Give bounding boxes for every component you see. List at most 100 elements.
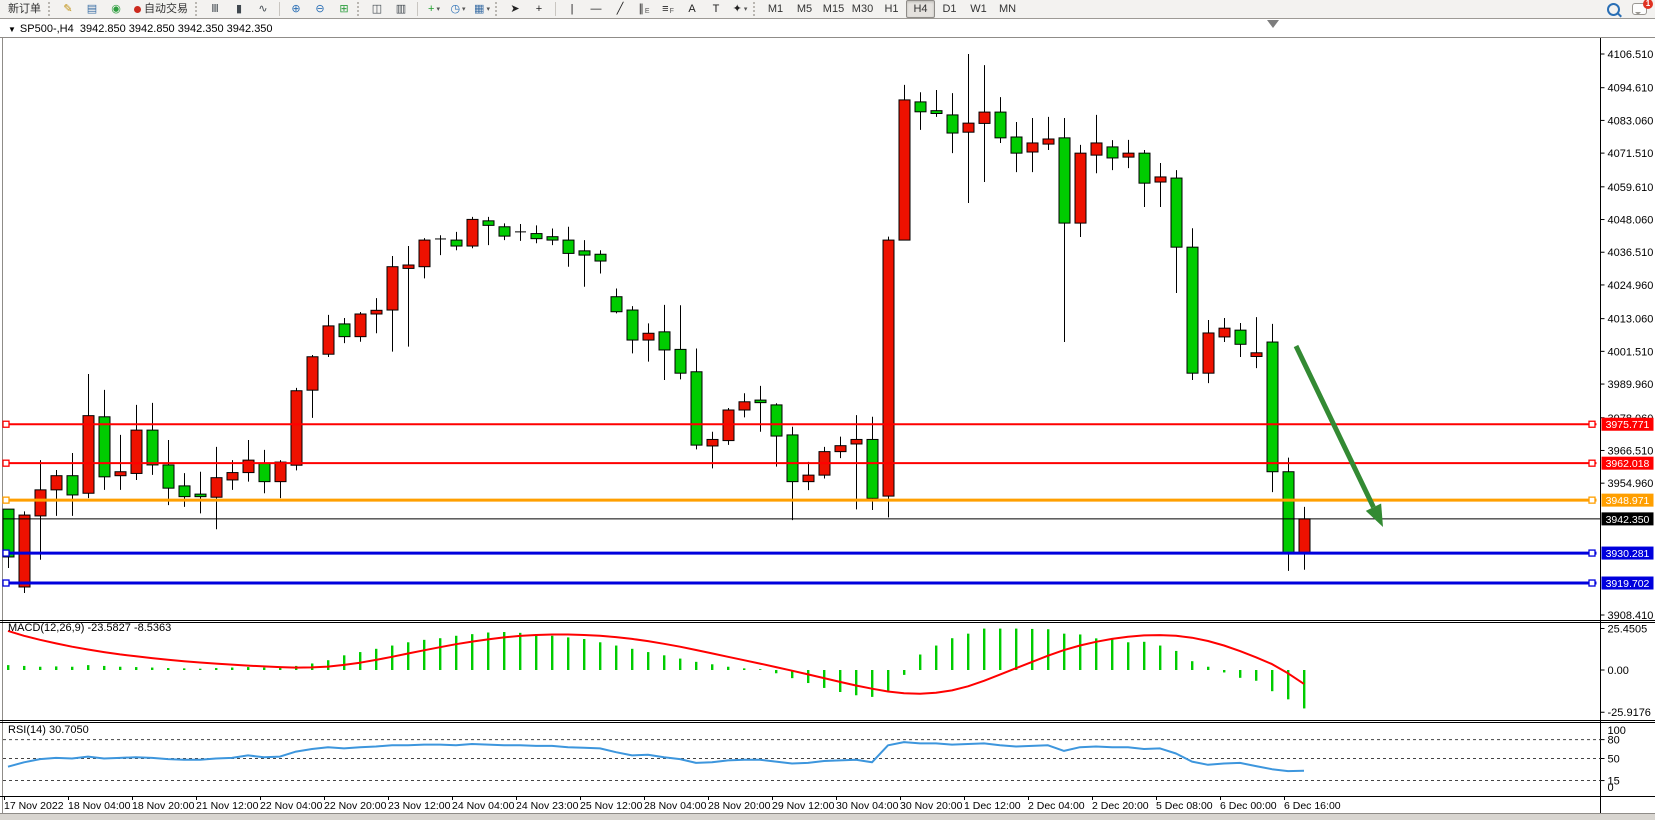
candlestick-series [2,54,1311,593]
timeframe-mn[interactable]: MN [998,3,1017,15]
candle-up [1298,518,1311,554]
price-tick-label: 3966.510 [1608,445,1654,457]
horizontal-line-object[interactable] [2,459,1597,467]
time-tick-label: 24 Nov 23:00 [516,800,579,812]
tile-windows-icon: ⊞ [339,2,349,15]
price-tick-label: 3954.960 [1608,478,1654,490]
rsi-tick-label: 50 [1608,754,1620,766]
candle-down [178,485,191,498]
candle-up [802,474,815,483]
macd-histogram-bar [439,638,442,670]
horizontal-line-object[interactable] [2,496,1597,504]
data-window-icon[interactable]: ▥ [389,0,413,18]
timeframe-h1[interactable]: H1 [884,3,899,15]
timeframe-d1[interactable]: D1 [942,3,957,15]
candle-down [690,371,703,446]
signals-icon[interactable]: ◉ [104,0,128,18]
trend-arrow-object[interactable] [1293,344,1383,527]
vertical-line-icon[interactable]: | [560,0,584,18]
horizontal-line-object[interactable] [2,549,1597,557]
new-order-button[interactable]: 新订单 [8,2,41,15]
macd-histogram-bar [1239,670,1242,678]
period-clock-icon: ◷ [450,2,461,15]
timeframe-m1[interactable]: M1 [767,3,784,15]
price-tag [1601,512,1654,526]
price-tick-label: 4013.060 [1608,314,1654,326]
equidistant-channel-icon[interactable]: ∥ E [638,2,650,16]
macd-tick-label: 25.4505 [1608,624,1648,636]
line-chart-icon[interactable]: ∿ [251,0,275,18]
candle-up [834,445,847,453]
horizontal-line-object[interactable] [2,420,1597,428]
macd-histogram-bar [1271,670,1274,692]
candlestick-icon[interactable]: ▮ [227,0,251,18]
candle-up [1218,327,1231,338]
price-tick-label: 4048.060 [1608,215,1654,227]
macd-histogram-bar [519,632,522,670]
price-tag-label: 3919.702 [1606,578,1650,590]
candle-down [930,110,943,114]
text-label-icon[interactable]: T [704,0,728,18]
toolbar-separator [555,2,556,16]
macd-histogram-bar [23,665,26,670]
candle-down [674,348,687,374]
crosshair-icon[interactable]: + [527,0,551,18]
bar-chart-icon[interactable]: Ⅲ [203,0,227,18]
candle-up [370,309,383,315]
macd-histogram-bar [1175,650,1178,670]
profiles-icon[interactable]: ▤ [80,0,104,18]
candle-down [162,464,175,489]
macd-histogram-bar [1303,670,1306,709]
candle-down [2,508,15,558]
macd-histogram-bar [423,639,426,670]
auto-trading-status-icon [134,5,141,13]
chart-dropdown-icon[interactable]: ▼ [8,25,16,34]
timeframe-m15[interactable]: M15 [822,3,845,15]
macd-histogram-bar [1127,642,1130,670]
timeframe-m5[interactable]: M5 [796,3,813,15]
cursor-icon[interactable]: ➤ [503,0,527,18]
timeframe-h4[interactable]: H4 [906,0,935,18]
macd-histogram-bar [1095,638,1098,670]
auto-trading-button[interactable]: 自动交易 [128,0,194,18]
macd-histogram-bar [503,632,506,670]
arrow-objects-icon[interactable]: ✦ ▾ [732,2,748,15]
fibonacci-icon[interactable]: ≡ F [662,2,674,16]
candle-up [1042,138,1055,145]
add-indicator-icon[interactable]: + ▾ [428,2,440,15]
timeframe-m30[interactable]: M30 [851,3,874,15]
tile-windows-icon[interactable]: ⊞ [332,0,356,18]
candle-up [850,438,863,445]
macd-histogram-bar [903,670,906,675]
text-icon[interactable]: A [680,0,704,18]
horizontal-line-object[interactable] [2,579,1597,587]
horizontal-line-icon[interactable]: — [584,0,608,18]
macd-histogram-bar [967,633,970,670]
candle-up [130,429,143,474]
template-icon[interactable]: ▦ ▾ [474,2,490,15]
zoom-in-icon[interactable]: ⊕ [284,0,308,18]
candle-down [1282,471,1295,554]
line-anchor-handle [1588,459,1596,467]
candle-down [450,239,463,247]
chart-shift-marker-icon[interactable] [1267,20,1279,28]
indicators-list-icon[interactable]: ◫ [365,0,389,18]
candle-up [882,239,895,497]
compose-icon: ✎ [63,2,73,15]
price-tick-label: 4094.610 [1608,83,1654,95]
search-icon[interactable] [1607,2,1620,16]
price-tag-label: 3975.771 [1606,419,1650,431]
candle-up [1202,332,1215,374]
trendline-icon[interactable]: ╱ [608,0,632,18]
rsi-line [7,741,1305,773]
period-clock-icon[interactable]: ◷ ▾ [450,2,466,15]
line-anchor-handle [2,496,10,504]
compose-icon[interactable]: ✎ [56,0,80,18]
rsi-tick-label: 0 [1608,782,1614,794]
timeframe-w1[interactable]: W1 [970,3,987,15]
chat-icon[interactable]: 1 [1632,0,1653,15]
time-tick-label: 2 Dec 04:00 [1028,800,1085,812]
zoom-out-icon[interactable]: ⊖ [308,0,332,18]
trendline-icon: ╱ [616,2,624,15]
